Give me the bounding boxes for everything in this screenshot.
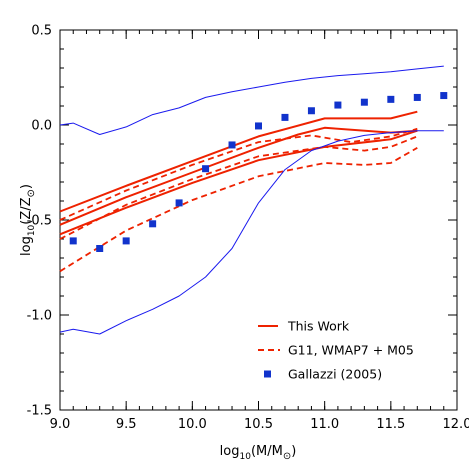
y-axis-title-close: )	[19, 184, 34, 189]
x-axis-title: log10(M/M⊙)	[220, 444, 297, 462]
gallazzi-point	[96, 245, 104, 252]
x-tick-label: 10.0	[178, 417, 207, 432]
gallazzi-point	[334, 101, 342, 109]
x-axis-title-sun: ⊙	[283, 451, 291, 462]
g11-dashed-line	[59, 127, 418, 221]
x-tick-label: 11.0	[310, 417, 339, 432]
y-tick-label: -0.5	[27, 214, 52, 229]
legend: This Work G11, WMAP7 + M05 Gallazzi (2005)	[258, 319, 414, 382]
y-axis-title: log10(Z/Z⊙)	[19, 184, 37, 256]
legend-label: Gallazzi (2005)	[288, 367, 382, 382]
gallazzi-point	[307, 107, 315, 115]
x-axis-title-prefix: log	[220, 444, 240, 459]
gallazzi-point	[69, 237, 77, 245]
data-series	[59, 65, 448, 335]
gallazzi-envelope-line	[59, 65, 444, 135]
gallazzi-point	[175, 199, 183, 207]
gallazzi-point	[387, 95, 395, 103]
x-tick-label: 11.5	[376, 417, 405, 432]
x-axis-title-sub: 10	[240, 452, 252, 462]
x-tick-label: 12.0	[443, 417, 469, 432]
this-work-line	[59, 126, 418, 226]
y-axis-title-rest: (Z/Z	[19, 197, 34, 224]
gallazzi-point	[255, 122, 262, 130]
this-work-line	[59, 129, 418, 236]
gallazzi-point	[281, 113, 289, 121]
x-axis-title-rest: (M/M	[251, 444, 283, 459]
gallazzi-envelope-line	[59, 130, 444, 335]
y-tick-label: 0.5	[31, 24, 52, 39]
x-tick-label: 10.5	[244, 417, 273, 432]
y-axis-title-prefix: log	[19, 236, 34, 256]
y-axis-title-sub: 10	[27, 224, 37, 236]
y-tick-label: -1.5	[27, 404, 52, 419]
this-work-line	[59, 110, 418, 213]
gallazzi-point	[228, 141, 236, 149]
legend-swatch-square	[264, 370, 271, 378]
y-tick-label: -1.0	[27, 309, 52, 324]
legend-label: This Work	[287, 319, 350, 334]
gallazzi-point	[122, 237, 130, 245]
y-axis-title-sun: ⊙	[26, 189, 37, 197]
x-axis-title-close: )	[291, 444, 296, 459]
axis-ticks: 9.0 9.5 10.0 10.5 11.0 11.5 12.0 -1.5 -1.0 -0.5 0.…	[27, 24, 469, 433]
g11-dashed-line	[59, 147, 418, 273]
x-tick-label: 9.0	[50, 417, 71, 432]
gallazzi-point	[440, 92, 448, 100]
g11-dashed-line	[59, 135, 418, 240]
legend-label: G11, WMAP7 + M05	[288, 343, 414, 358]
gallazzi-point	[360, 98, 368, 106]
x-tick-label: 9.5	[116, 417, 137, 432]
gallazzi-point	[149, 220, 157, 228]
gallazzi-point	[413, 93, 421, 101]
gallazzi-point	[202, 165, 210, 173]
y-tick-label: 0.0	[31, 119, 52, 134]
